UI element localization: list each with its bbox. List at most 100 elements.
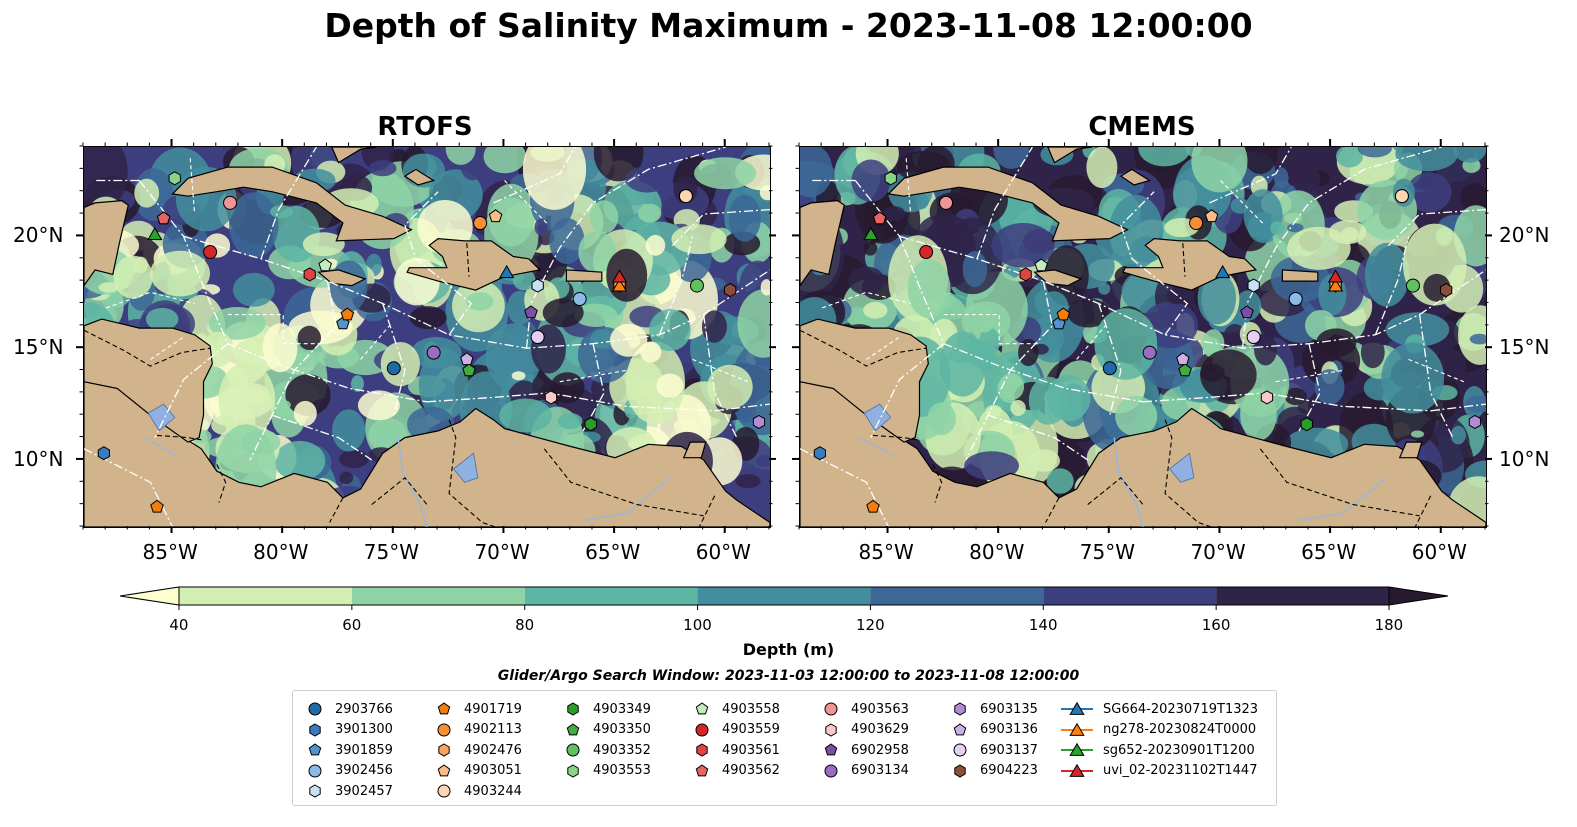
contour-patch <box>487 183 535 247</box>
legend-label: 3901859 <box>335 742 393 758</box>
platform-marker-4903558[interactable] <box>318 258 332 272</box>
legend-item: 4903561 <box>690 740 780 760</box>
platform-marker-4903244[interactable] <box>1394 189 1409 204</box>
platform-marker-sg652-20230901T1200[interactable] <box>147 226 163 241</box>
platform-marker-6902958[interactable] <box>524 305 538 319</box>
platform-marker-4903629[interactable] <box>544 390 558 405</box>
eez-line <box>1142 392 1486 412</box>
landmass <box>331 147 377 164</box>
mpa-line <box>360 325 390 360</box>
platform-marker-4903559[interactable] <box>203 245 218 260</box>
contour-patch <box>728 194 761 242</box>
platform-marker-4903051[interactable] <box>488 209 503 223</box>
platform-marker-SG664-20230719T1323[interactable] <box>1215 264 1231 279</box>
country-border <box>216 464 227 503</box>
legend-item: 3902456 <box>303 761 393 781</box>
platform-marker-4903350[interactable] <box>1178 363 1192 377</box>
map-canvas <box>84 147 770 527</box>
platform-marker-2903766[interactable] <box>386 361 401 376</box>
legend-marker-icon <box>824 764 838 777</box>
platform-marker-4902113[interactable] <box>473 216 488 230</box>
platform-marker-ng278-20230824T0000[interactable] <box>1327 278 1344 292</box>
platform-marker-4903051[interactable] <box>1204 209 1219 223</box>
platform-marker-6903135[interactable] <box>1468 414 1482 429</box>
contour-patch <box>418 347 469 422</box>
platform-marker-4901719[interactable] <box>150 499 164 513</box>
mpa-line <box>1275 369 1343 383</box>
legend-label: 4902476 <box>464 742 522 758</box>
contour-patch <box>985 404 1002 417</box>
lat-tick-label: 15°N <box>1499 335 1550 360</box>
map-panel-cmems[interactable] <box>799 146 1487 528</box>
platform-marker-4902113[interactable] <box>1189 216 1204 230</box>
platform-marker-4903562[interactable] <box>872 211 887 225</box>
platform-marker-3902457[interactable] <box>531 278 544 293</box>
country-border <box>698 495 716 527</box>
platform-marker-6903134[interactable] <box>1142 345 1157 360</box>
platform-marker-6903137[interactable] <box>1246 330 1261 344</box>
landmass <box>84 381 770 527</box>
contour-patch <box>1464 395 1486 413</box>
legend-marker-icon <box>1061 701 1093 715</box>
platform-marker-uvi_02-20231102T1447[interactable] <box>1327 269 1344 283</box>
platform-marker-3901300[interactable] <box>813 446 826 461</box>
platform-marker-4901719[interactable] <box>1056 307 1071 321</box>
contour-patch <box>293 400 317 426</box>
platform-marker-4903352[interactable] <box>689 278 704 293</box>
platform-marker-4903350[interactable] <box>462 363 476 377</box>
search-window-caption: Glider/Argo Search Window: 2023-11-03 12… <box>497 668 1080 684</box>
platform-marker-4903561[interactable] <box>1019 267 1032 282</box>
platform-marker-4903562[interactable] <box>156 211 171 225</box>
country-border <box>1087 477 1144 506</box>
platform-marker-4901719[interactable] <box>866 499 880 513</box>
platform-marker-4903349[interactable] <box>584 417 597 432</box>
platform-marker-4903629[interactable] <box>1260 390 1274 405</box>
contour-patch <box>800 147 833 198</box>
contour-patch <box>351 375 364 392</box>
platform-marker-4903561[interactable] <box>303 267 316 282</box>
lake <box>1169 452 1195 483</box>
platform-marker-4903352[interactable] <box>1405 278 1420 293</box>
platform-marker-4903349[interactable] <box>1300 417 1313 432</box>
platform-marker-4903559[interactable] <box>919 245 934 260</box>
platform-marker-2903766[interactable] <box>1102 361 1117 376</box>
country-border <box>1045 497 1060 523</box>
map-panel-rtofs[interactable] <box>83 146 771 528</box>
platform-marker-3902456[interactable] <box>572 292 587 306</box>
platform-marker-3901300[interactable] <box>97 446 110 461</box>
lat-tick-label: 10°N <box>1499 446 1550 471</box>
platform-marker-4903553[interactable] <box>884 171 897 186</box>
legend-item: 6904223 <box>948 761 1038 781</box>
platform-marker-ng278-20230824T0000[interactable] <box>611 278 628 292</box>
platform-marker-4901719[interactable] <box>340 307 355 321</box>
legend-marker-icon <box>1061 763 1093 777</box>
platform-marker-4903563[interactable] <box>939 195 954 210</box>
platform-marker-6903136[interactable] <box>460 352 474 366</box>
platform-marker-4903553[interactable] <box>168 171 181 186</box>
lat-tick-label: 20°N <box>1499 223 1550 248</box>
platform-marker-6903135[interactable] <box>752 414 766 429</box>
platform-marker-4903558[interactable] <box>1034 258 1048 272</box>
contour-patch <box>993 147 1030 169</box>
eez-line <box>493 147 576 204</box>
platform-marker-sg652-20230901T1200[interactable] <box>863 226 879 241</box>
contour-patch <box>1287 226 1351 270</box>
colorbar-tick-label: 80 <box>515 616 535 634</box>
platform-marker-uvi_02-20231102T1447[interactable] <box>611 269 628 283</box>
platform-marker-4903244[interactable] <box>678 189 693 204</box>
legend-item: ng278-20230824T0000 <box>1059 720 1256 740</box>
platform-marker-6904223[interactable] <box>1440 283 1453 298</box>
platform-marker-6903136[interactable] <box>1176 352 1190 366</box>
mpa-line <box>905 158 912 215</box>
contour-patch <box>610 323 648 357</box>
platform-marker-6903137[interactable] <box>530 330 545 344</box>
platform-marker-6902958[interactable] <box>1240 305 1254 319</box>
platform-marker-SG664-20230719T1323[interactable] <box>499 264 515 279</box>
platform-marker-3902457[interactable] <box>1247 278 1260 293</box>
legend-label: 4903244 <box>464 783 522 799</box>
platform-marker-3902456[interactable] <box>1288 292 1303 306</box>
platform-marker-6903134[interactable] <box>426 345 441 360</box>
platform-marker-6904223[interactable] <box>724 283 737 298</box>
contour-patch <box>1469 333 1486 345</box>
platform-marker-4903563[interactable] <box>223 195 238 210</box>
